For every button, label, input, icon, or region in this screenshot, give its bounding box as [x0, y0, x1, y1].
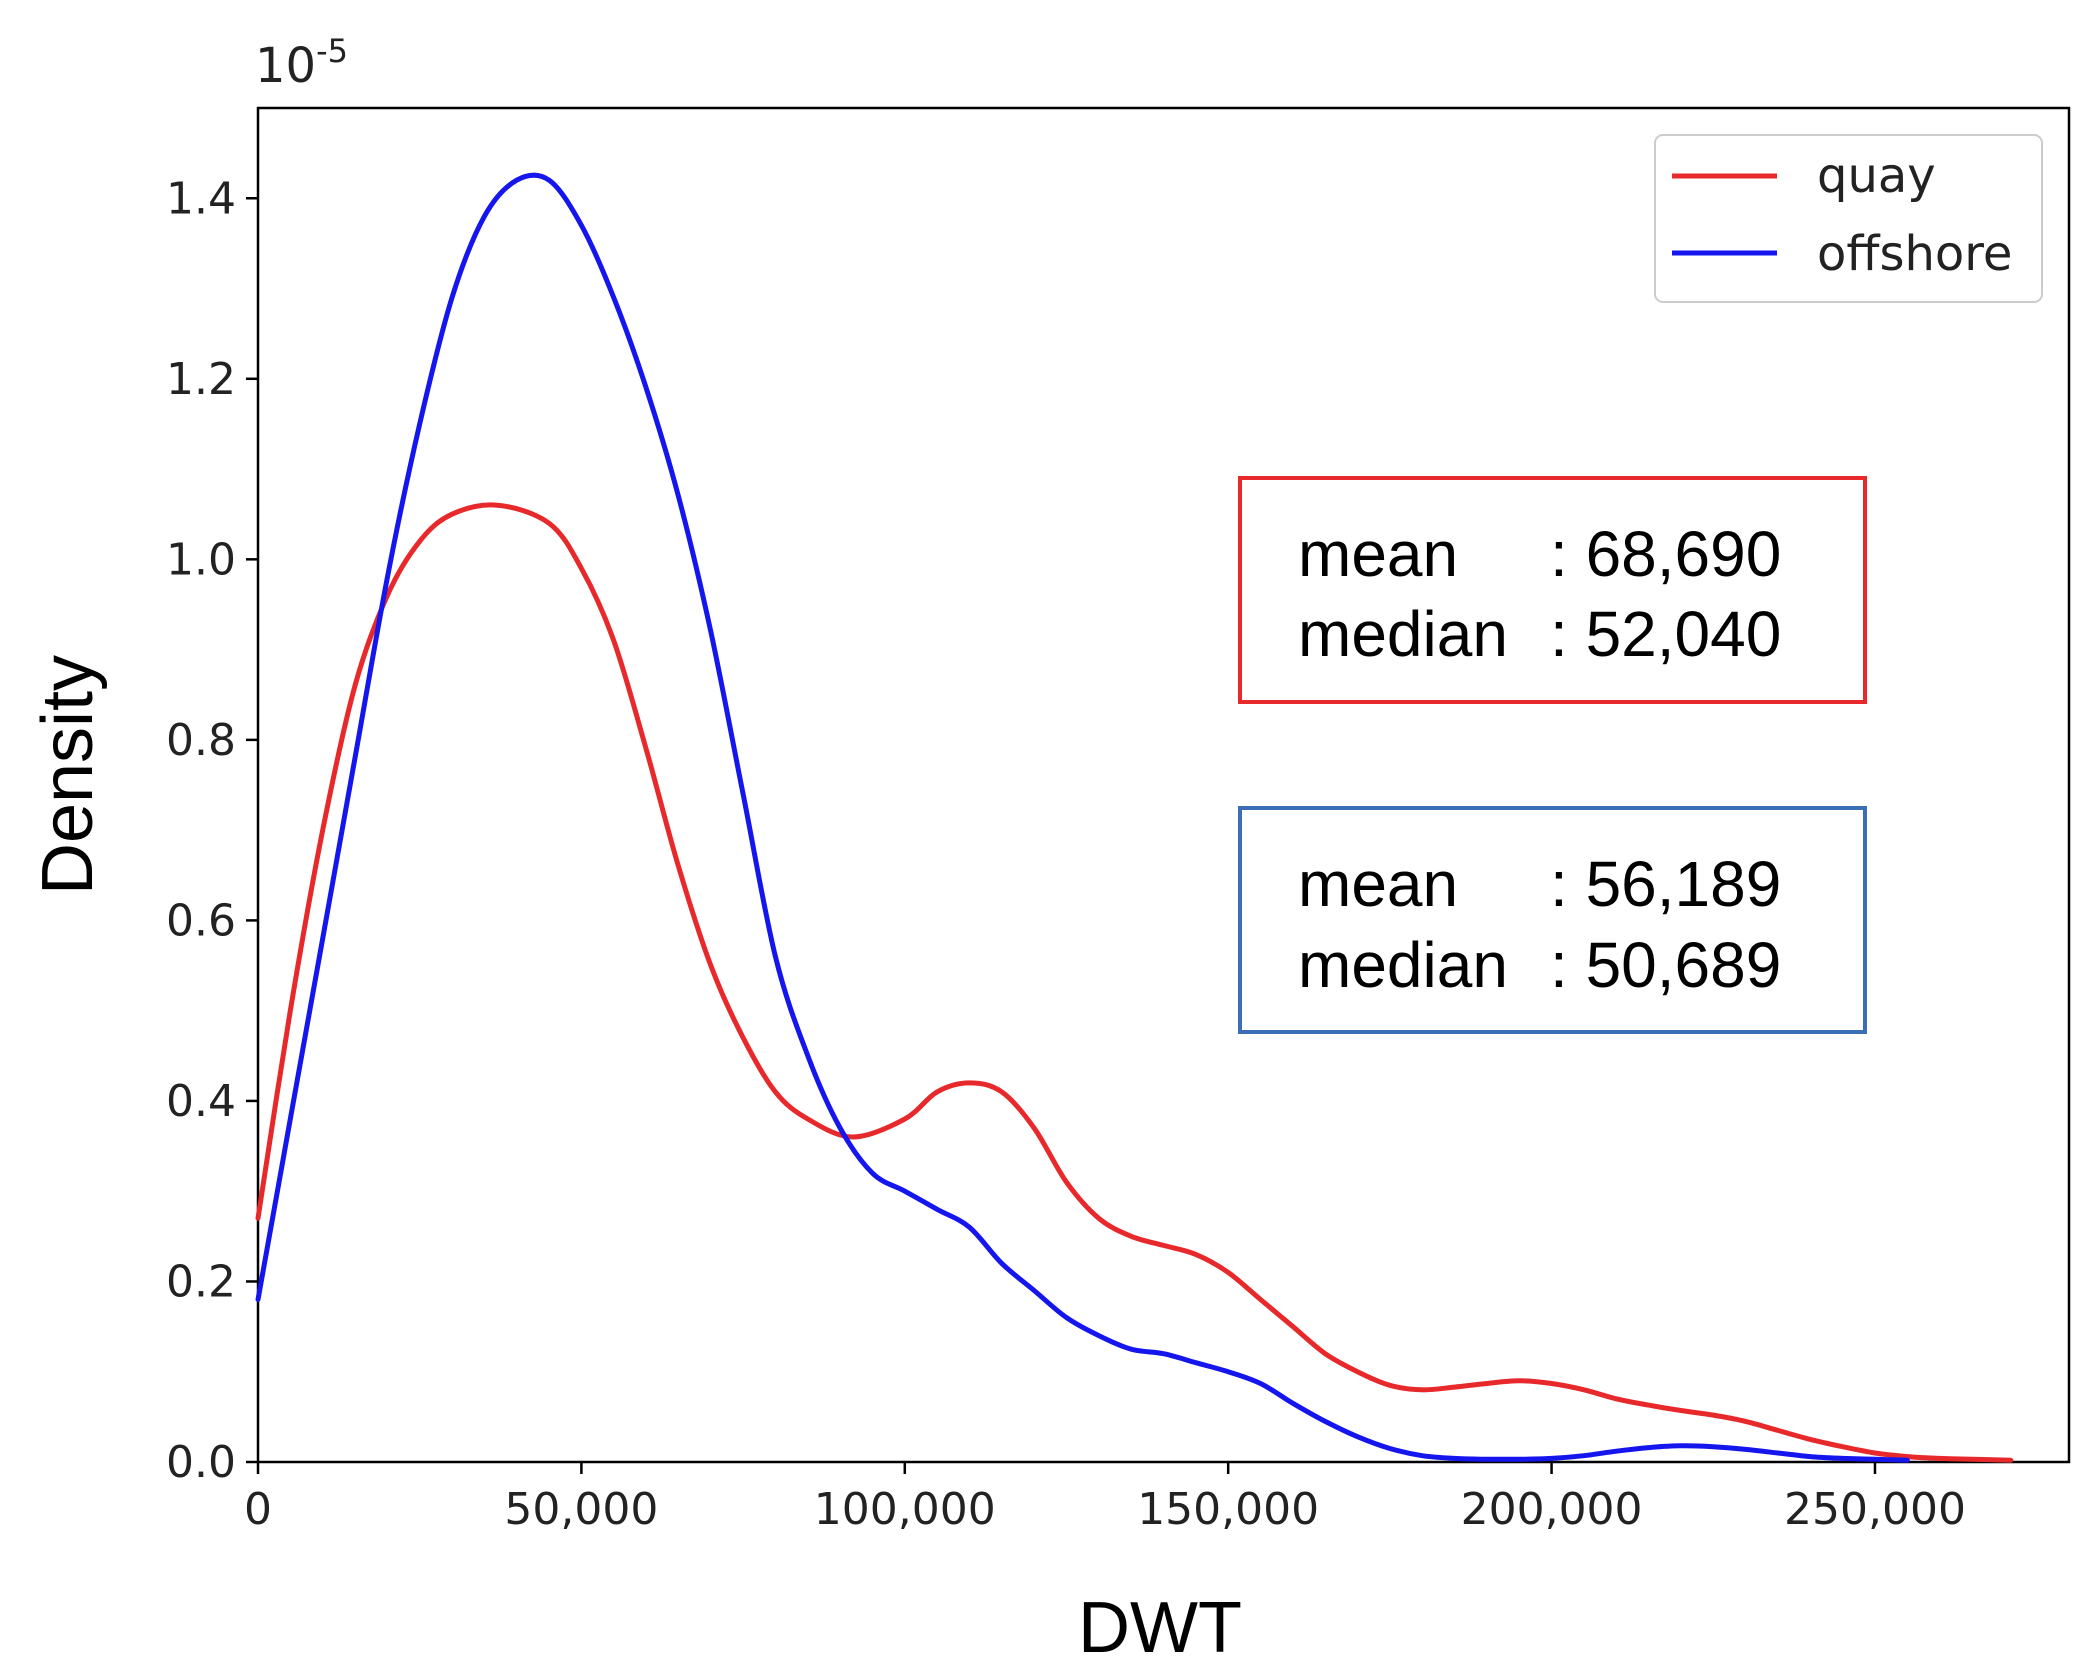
- y-tick-label: 0.2: [166, 1256, 236, 1307]
- stats-box-offshore-frame: [1238, 806, 1867, 1034]
- stats-box-offshore: mean : 56,189 median : 50,689: [1238, 806, 1867, 1034]
- stats-box-quay: mean : 68,690 median : 52,040: [1238, 476, 1867, 704]
- y-axis-multiplier-base: 10: [255, 38, 316, 94]
- stats-quay-median-value: : 52,040: [1550, 598, 1781, 670]
- x-tick-label: 50,000: [504, 1484, 658, 1535]
- series-lines: [255, 172, 2014, 1463]
- y-tick-label: 1.2: [166, 354, 236, 405]
- y-axis-title: Density: [28, 655, 108, 895]
- legend: quay offshore: [1654, 134, 2043, 303]
- y-axis-multiplier-exponent: -5: [316, 32, 348, 70]
- legend-label-quay: quay: [1817, 148, 1936, 204]
- y-axis-multiplier: 10-5: [255, 32, 348, 94]
- x-tick-label: 200,000: [1461, 1484, 1643, 1535]
- stats-quay-median-label: median: [1298, 598, 1508, 670]
- stats-box-quay-frame: [1238, 476, 1867, 704]
- series-line-offshore: [255, 172, 1910, 1463]
- y-tick-label: 0.0: [166, 1437, 236, 1488]
- x-tick-label: 150,000: [1137, 1484, 1319, 1535]
- x-tick-label: 250,000: [1784, 1484, 1966, 1535]
- x-axis-ticks: 0 50,000 100,000 150,000 200,000 250,000: [244, 1462, 1966, 1535]
- x-tick-label: 100,000: [814, 1484, 996, 1535]
- y-tick-label: 1.0: [166, 534, 236, 585]
- legend-label-offshore: offshore: [1817, 226, 2012, 282]
- y-tick-label: 0.8: [166, 715, 236, 766]
- series-line-quay: [255, 502, 2014, 1463]
- plot-area-frame: [256, 106, 2071, 1464]
- stats-quay-mean-value: : 68,690: [1550, 518, 1781, 590]
- y-tick-label: 1.4: [166, 173, 236, 224]
- y-tick-label: 0.4: [166, 1076, 236, 1127]
- y-tick-label: 0.6: [166, 895, 236, 946]
- stats-offshore-mean-label: mean: [1298, 848, 1458, 920]
- x-tick-label: 0: [244, 1484, 272, 1535]
- stats-offshore-mean-value: : 56,189: [1550, 848, 1781, 920]
- stats-quay-mean-label: mean: [1298, 518, 1458, 590]
- stats-offshore-median-label: median: [1298, 929, 1508, 1001]
- y-axis-ticks: 0.0 0.2 0.4 0.6 0.8 1.0 1.2 1.4: [166, 173, 258, 1488]
- stats-offshore-median-value: : 50,689: [1550, 929, 1781, 1001]
- x-axis-title: DWT: [1078, 1588, 1242, 1668]
